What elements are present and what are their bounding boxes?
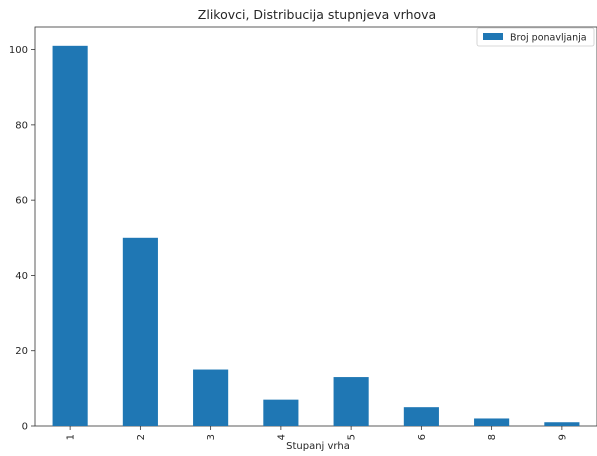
x-tick-label: 5 — [347, 434, 358, 440]
x-tick-label: 2 — [136, 434, 147, 440]
y-tick-label: 0 — [22, 422, 28, 433]
y-axis: 0 20 40 60 80 100 — [9, 45, 35, 433]
y-tick-label: 80 — [15, 120, 28, 131]
bar-6 — [403, 407, 439, 426]
x-tick-label: 9 — [557, 434, 568, 440]
y-tick-label: 20 — [15, 346, 28, 357]
x-tick-label: 8 — [487, 434, 498, 440]
legend-label: Broj ponavljanja — [510, 33, 587, 44]
plot-frame — [34, 26, 597, 427]
bar-8 — [474, 418, 510, 426]
bar-4 — [263, 399, 299, 426]
y-tick-label: 100 — [9, 45, 28, 56]
x-tick-label: 6 — [417, 434, 428, 440]
plot-area: 0 20 40 60 80 100 1 2 3 4 5 6 8 9 — [9, 26, 597, 440]
x-axis: 1 2 3 4 5 6 8 9 — [66, 426, 568, 440]
y-tick-label: 40 — [15, 271, 28, 282]
bar-9 — [544, 422, 580, 426]
legend-swatch — [483, 33, 503, 40]
chart-title: Zlikovci, Distribucija stupnjeva vrhova — [198, 7, 436, 22]
x-tick-label: 3 — [206, 434, 217, 440]
bars-layer — [52, 45, 580, 427]
y-tick-label: 60 — [15, 196, 28, 207]
bar-5 — [333, 377, 369, 426]
legend-box — [476, 27, 595, 47]
bar-2 — [122, 237, 158, 426]
x-axis-label: Stupanj vrha — [286, 441, 350, 452]
legend: Broj ponavljanja — [476, 27, 595, 47]
x-tick-label: 1 — [66, 434, 77, 440]
x-tick-label: 4 — [276, 434, 287, 440]
bar-3 — [193, 369, 229, 426]
bar-1 — [52, 45, 88, 427]
